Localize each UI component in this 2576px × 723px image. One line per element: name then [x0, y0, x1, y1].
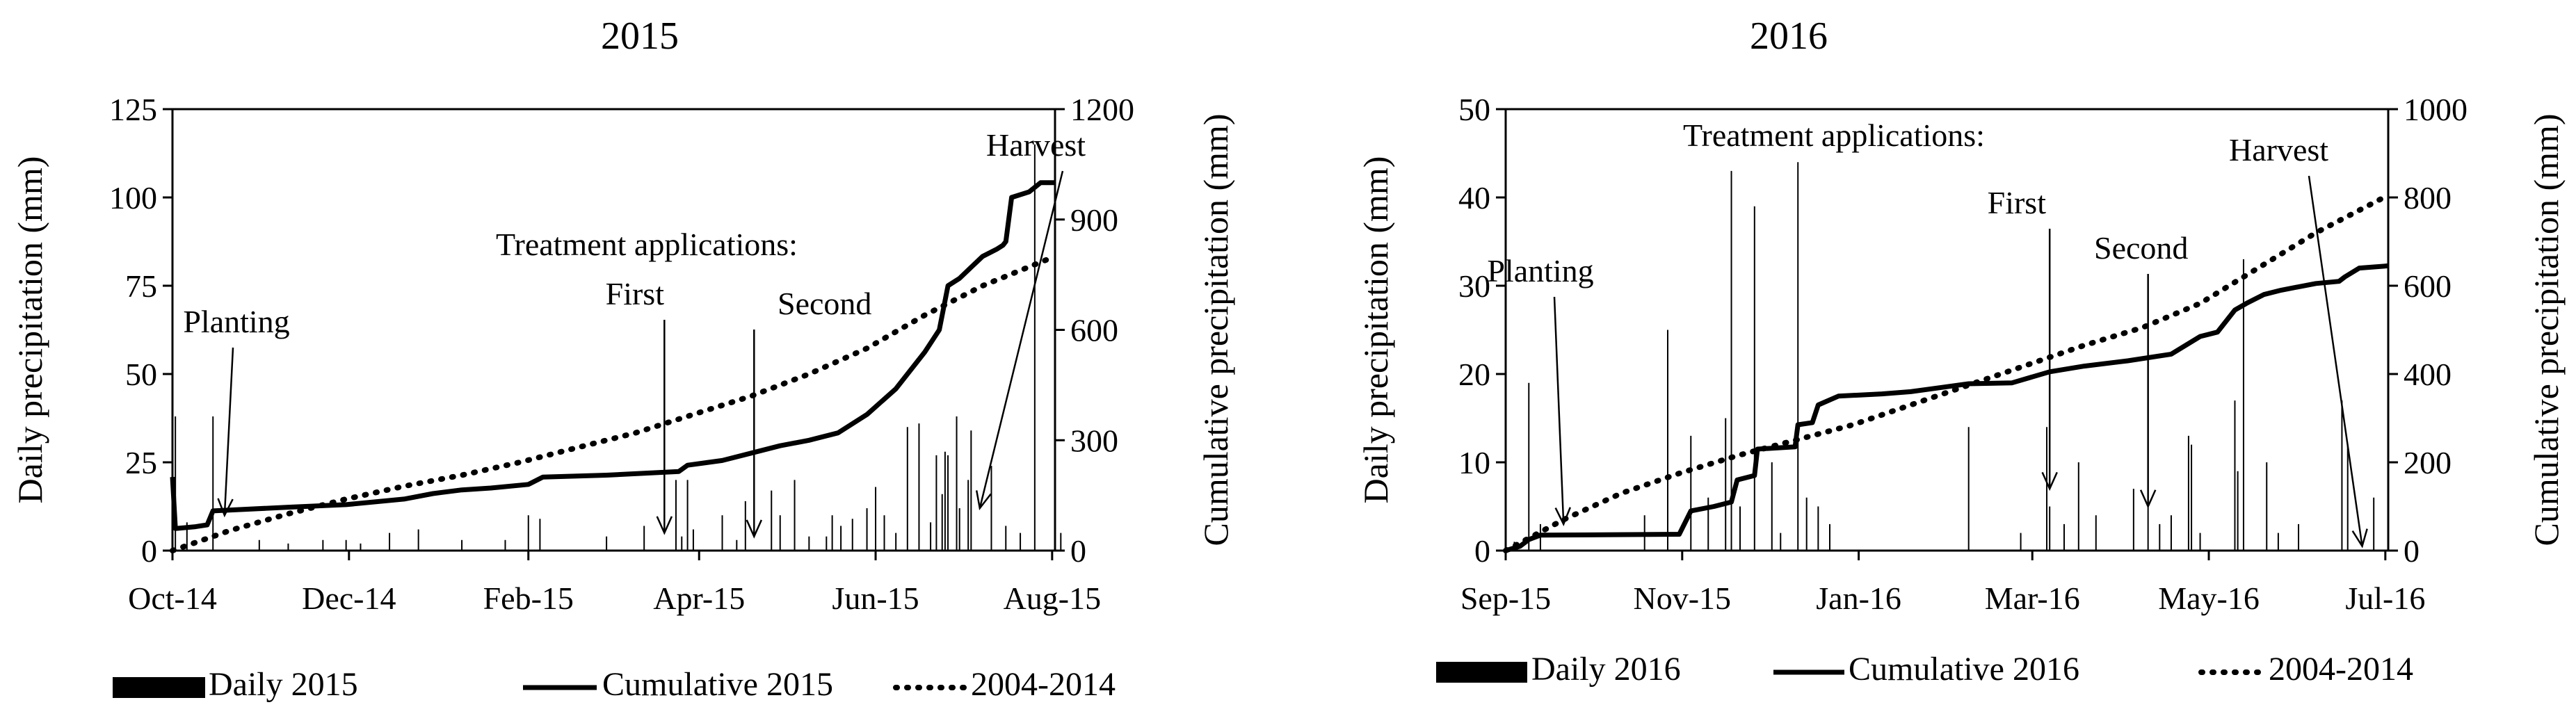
- plot-frame: [171, 108, 1056, 552]
- arrow-harvest: [979, 170, 1064, 509]
- y-tick-label: 50: [1458, 92, 1490, 127]
- y2-tick-label: 1000: [2404, 92, 2468, 127]
- legend-label-normal: 2004-2014: [971, 666, 1116, 703]
- arrow-first-head: [2041, 471, 2058, 492]
- legend-swatch-daily: [113, 677, 205, 698]
- arrow-planting-head: [217, 498, 234, 518]
- x-tick-label: Jan-16: [1816, 580, 1901, 616]
- legend-swatch-daily: [1436, 662, 1527, 683]
- chart-title: 2015: [601, 15, 679, 58]
- annotation-planting: Planting: [183, 304, 289, 339]
- arrow-second-head: [746, 519, 763, 539]
- x-tick-label: Mar-16: [1985, 580, 2080, 616]
- annotation-first: First: [1988, 185, 2047, 220]
- y2-axis-label: Cumulative precipitation (mm): [2527, 113, 2566, 546]
- arrow-planting-head: [1554, 507, 1572, 526]
- plot-frame: [1504, 108, 2390, 552]
- arrow-planting: [223, 347, 234, 516]
- y2-axis-label: Cumulative precipitation (mm): [1196, 113, 1235, 546]
- y-tick-label: 25: [125, 445, 157, 480]
- series-line-cumulative: [1504, 263, 2389, 553]
- x-tick-label: Apr-15: [653, 580, 745, 616]
- y-tick-label: 0: [141, 533, 157, 569]
- y2-tick-label: 600: [1070, 313, 1118, 348]
- y-axis-label: Daily precipitation (mm): [1356, 156, 1395, 504]
- y-tick-label: 20: [1458, 357, 1490, 392]
- arrow-harvest-head: [2351, 528, 2368, 549]
- y2-tick-label: 600: [2404, 268, 2452, 304]
- legend-label-cumulative: Cumulative 2015: [602, 666, 833, 703]
- y-tick-label: 125: [109, 92, 157, 127]
- x-tick-label: May-16: [2158, 580, 2260, 616]
- legend-label-daily: Daily 2015: [209, 666, 358, 703]
- x-tick-label: Aug-15: [1004, 580, 1102, 616]
- y-tick-label: 40: [1458, 180, 1490, 216]
- chart-panel-2015: 2015 0 25 50 75 100 125 0 300 600 900 1200 Oct-14 Dec…: [10, 15, 1235, 703]
- x-tick-label: Oct-14: [128, 580, 217, 616]
- chart-title: 2016: [1750, 15, 1828, 58]
- y2-tick-label: 400: [2404, 357, 2452, 392]
- y-tick-label: 30: [1458, 268, 1490, 304]
- x-tick-label: Sep-15: [1460, 580, 1551, 616]
- y-tick-label: 0: [1474, 533, 1490, 569]
- y-tick-label: 50: [125, 357, 157, 392]
- annotation-treatment: Treatment applications:: [1683, 117, 1985, 153]
- y-tick-label: 100: [109, 180, 157, 216]
- x-tick-label: Dec-14: [302, 580, 396, 616]
- legend-label-normal: 2004-2014: [2269, 651, 2413, 688]
- series-line-normal: [170, 253, 1058, 553]
- annotation-first: First: [606, 276, 665, 311]
- x-tick-label: Nov-15: [1634, 580, 1732, 616]
- y2-tick-label: 1200: [1070, 92, 1134, 127]
- annotation-harvest: Harvest: [986, 127, 1086, 163]
- y2-tick-label: 0: [1070, 533, 1086, 569]
- annotation-second: Second: [778, 286, 871, 321]
- legend-label-cumulative: Cumulative 2016: [1849, 651, 2079, 688]
- arrow-harvest: [2308, 175, 2363, 546]
- annotation-treatment: Treatment applications:: [496, 227, 798, 262]
- series-line-normal: [1503, 192, 2391, 553]
- y2-tick-label: 300: [1070, 423, 1118, 458]
- annotation-planting: Planting: [1487, 253, 1593, 289]
- legend-label-daily: Daily 2016: [1531, 651, 1681, 688]
- y2-tick-label: 200: [2404, 445, 2452, 480]
- y-tick-label: 75: [125, 268, 157, 304]
- chart-panel-2016: 2016 0 10 20 30 40 50 0 200 400 600 800 1000 Sep-15 No…: [1356, 15, 2566, 688]
- y2-tick-label: 800: [2404, 180, 2452, 216]
- arrow-harvest-head: [975, 490, 992, 511]
- x-tick-label: Jun-15: [832, 580, 919, 616]
- arrow-second-head: [2139, 489, 2157, 509]
- x-tick-label: Feb-15: [483, 580, 574, 616]
- annotation-harvest: Harvest: [2229, 132, 2328, 168]
- y2-tick-label: 0: [2404, 533, 2420, 569]
- series-line-cumulative: [170, 180, 1055, 531]
- arrow-first-head: [656, 516, 673, 535]
- arrow-planting: [1553, 296, 1565, 524]
- y-tick-label: 10: [1458, 445, 1490, 480]
- x-tick-label: Jul-16: [2345, 580, 2425, 616]
- annotation-second: Second: [2094, 230, 2188, 266]
- y2-tick-label: 900: [1070, 202, 1118, 238]
- y-axis-label: Daily precipitation (mm): [10, 156, 49, 504]
